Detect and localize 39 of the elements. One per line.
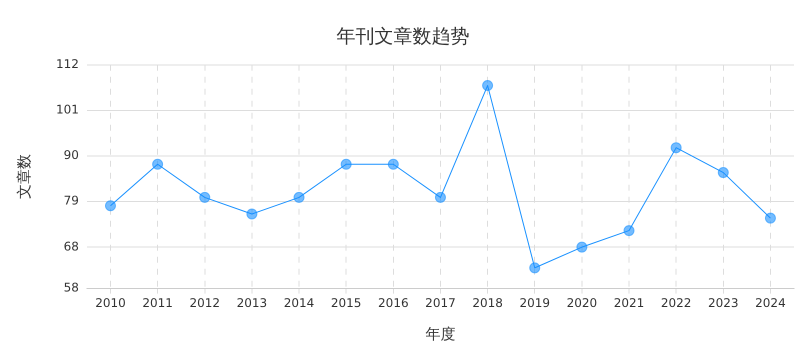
x-tick-label: 2016	[378, 296, 409, 310]
point	[152, 158, 164, 170]
point	[246, 208, 258, 220]
point	[388, 158, 399, 170]
x-tick-label: 2023	[708, 296, 739, 310]
point	[199, 192, 210, 203]
y-tick-label: 68	[64, 239, 79, 254]
point	[718, 167, 729, 178]
x-tick-label: 2018	[472, 296, 503, 310]
x-tick-label: 2019	[519, 296, 550, 310]
x-tick-label: 2013	[236, 296, 268, 310]
point	[294, 192, 305, 203]
y-tick-label: 101	[56, 102, 79, 117]
x-tick-label: 2010	[95, 296, 126, 310]
x-tick-label: 2022	[660, 296, 692, 310]
point	[104, 200, 116, 212]
point	[434, 192, 446, 203]
x-tick-label: 2011	[142, 296, 173, 310]
x-tick-label: 2015	[330, 296, 362, 310]
y-tick-label: 58	[64, 280, 79, 295]
point	[670, 142, 682, 154]
x-tick-label: 2020	[566, 296, 598, 310]
point	[764, 212, 776, 224]
x-tick-label: 2021	[614, 296, 644, 310]
y-axis-title: 文章数	[14, 154, 33, 200]
y-tick-label: 112	[56, 56, 79, 71]
y-tick-label: 90	[64, 148, 79, 162]
point	[576, 242, 588, 253]
x-tick-label: 2024	[755, 296, 786, 310]
x-tick-label: 2014	[284, 296, 314, 310]
point	[482, 80, 494, 92]
x-tick-label: 2017	[425, 296, 456, 310]
x-tick-label: 2012	[189, 296, 220, 310]
point	[624, 225, 635, 236]
point	[340, 158, 352, 170]
x-axis-title: 年度	[425, 324, 456, 343]
y-tick-label: 79	[64, 194, 79, 208]
point	[529, 262, 540, 274]
chart-title: 年刊文章数趋势	[336, 25, 470, 48]
